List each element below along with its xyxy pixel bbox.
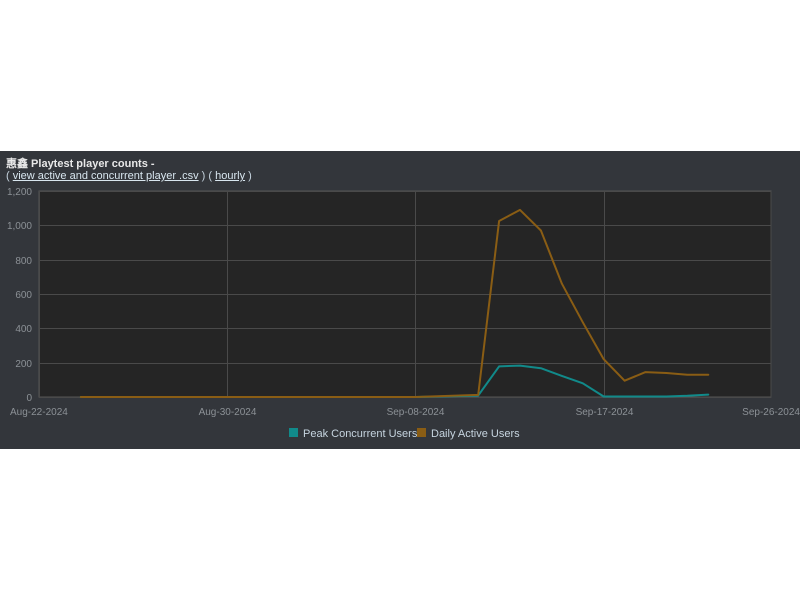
links-suffix: ) [245,170,252,182]
x-tick-label: Sep-26-2024 [742,407,800,418]
links-middle: ) ( [198,170,216,182]
series-lines [79,208,710,398]
legend-label[interactable]: Daily Active Users [431,428,520,440]
y-tick-label: 200 [15,359,32,370]
legend-label[interactable]: Peak Concurrent Users [303,428,418,440]
hourly-link[interactable]: hourly [215,170,246,182]
x-tick-label: Aug-22-2024 [10,407,68,418]
y-tick-label: 400 [15,324,32,335]
x-tick-label: Sep-17-2024 [576,407,634,418]
chart-links: ( view active and concurrent player .csv… [6,170,252,182]
csv-download-link[interactable]: view active and concurrent player .csv [12,170,199,182]
legend-swatch [417,428,426,437]
legend: Peak Concurrent Users Daily Active Users [289,428,520,440]
x-tick-label: Sep-08-2024 [387,407,445,418]
line-chart: 0 200 400 600 800 1,000 1,200 Aug-22-2024 Aug-30… [7,187,800,440]
chart-title: 惠鑫 Playtest player counts - [6,158,155,170]
legend-swatch [289,428,298,437]
axis-labels: 0 200 400 600 800 1,000 1,200 Aug-22-2024 Aug-30… [7,187,800,418]
y-tick-label: 1,200 [7,187,32,198]
y-tick-label: 0 [26,393,32,404]
y-tick-label: 600 [15,290,32,301]
chart-panel: 惠鑫 Playtest player counts - ( view activ… [0,151,800,449]
y-tick-label: 1,000 [7,221,32,232]
series-line-daily-active [79,208,710,398]
series-line-peak-concurrent [79,364,710,398]
links-prefix: ( [6,170,13,182]
y-tick-label: 800 [15,256,32,267]
x-tick-label: Aug-30-2024 [199,407,257,418]
